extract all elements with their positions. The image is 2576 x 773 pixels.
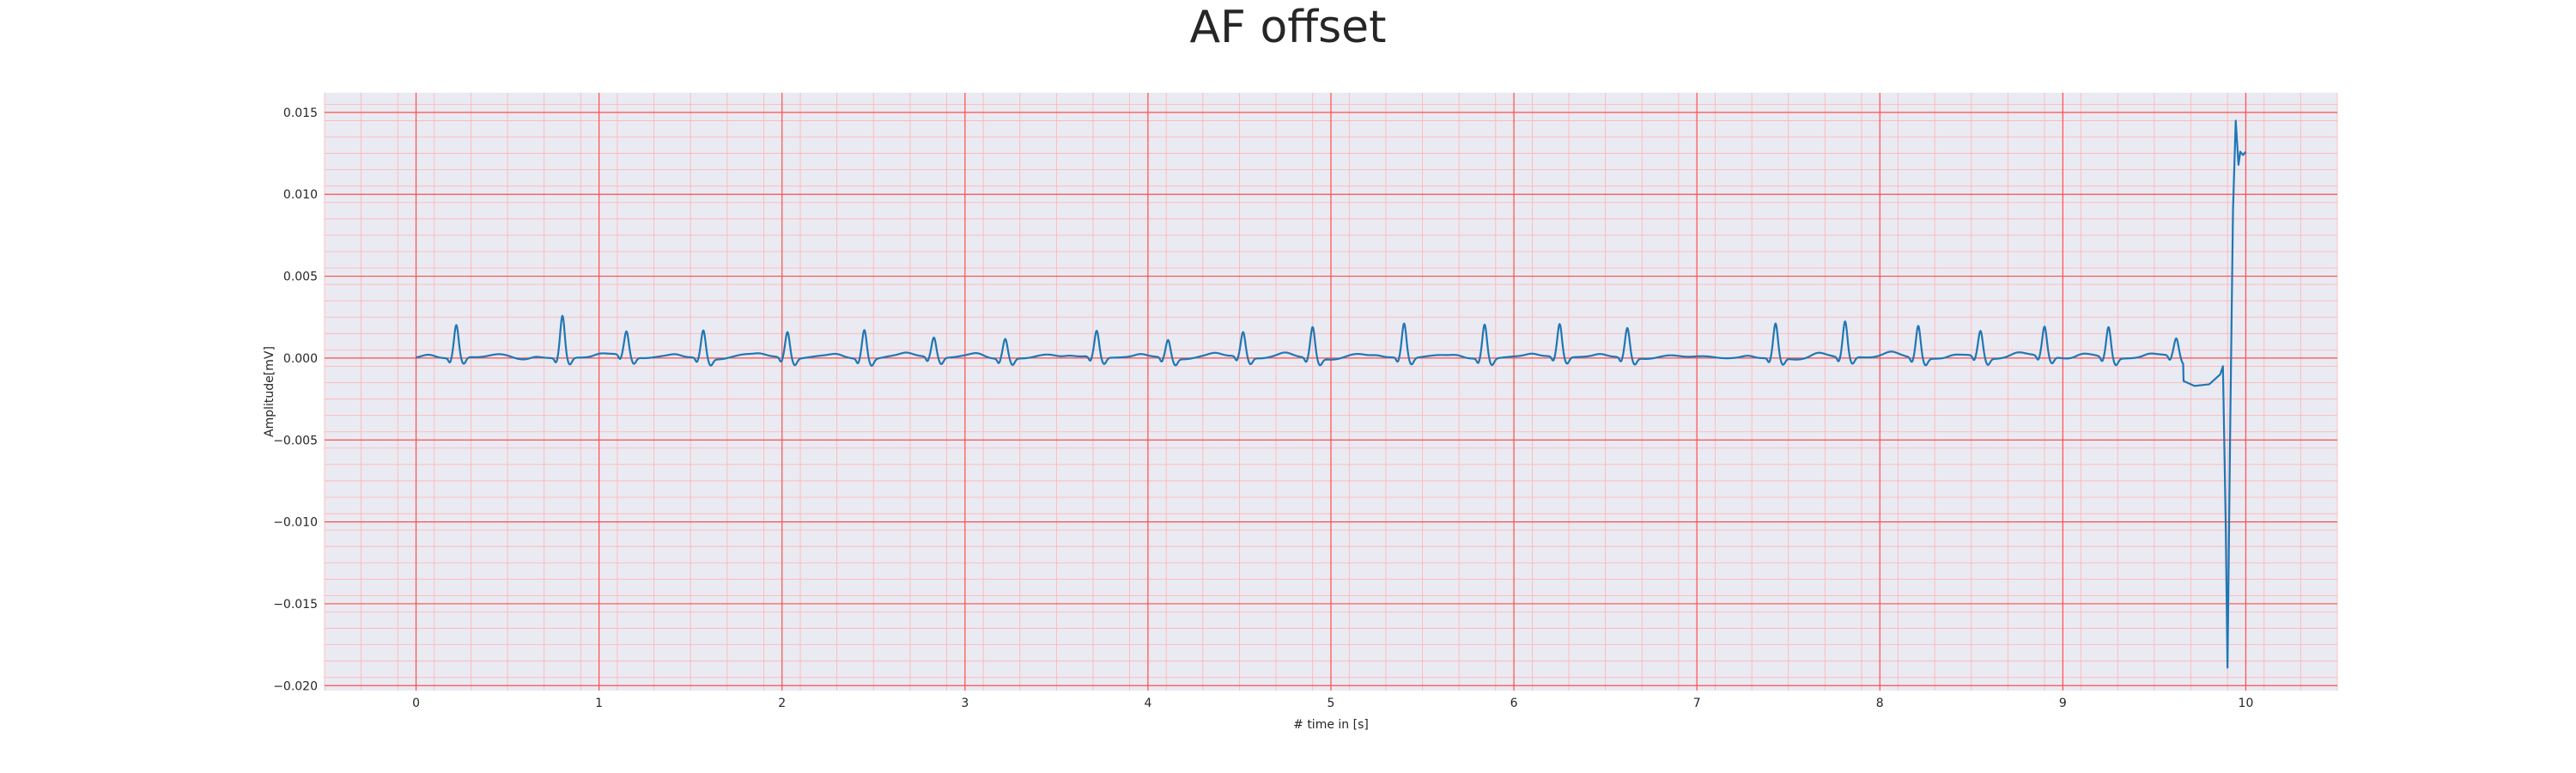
y-tick-label: 0.000 bbox=[283, 352, 318, 366]
x-axis-label: # time in [s] bbox=[1293, 718, 1369, 732]
y-tick-label: −0.020 bbox=[273, 679, 318, 693]
y-axis-ticks: −0.020 −0.015 −0.010 −0.005 0.000 0.005 0.010 0… bbox=[273, 107, 318, 693]
y-tick-label: 0.010 bbox=[283, 188, 318, 202]
x-tick-label: 5 bbox=[1327, 697, 1335, 710]
x-tick-label: 9 bbox=[2059, 697, 2067, 710]
x-tick-label: 2 bbox=[778, 697, 786, 710]
y-tick-label: −0.015 bbox=[273, 598, 318, 612]
major-grid bbox=[325, 93, 2337, 691]
x-tick-label: 1 bbox=[595, 697, 603, 710]
y-tick-label: 0.005 bbox=[283, 271, 318, 284]
x-axis-ticks: 0 1 2 3 4 5 6 7 8 9 10 bbox=[412, 697, 2253, 710]
y-tick-label: 0.015 bbox=[283, 107, 318, 120]
x-tick-label: 4 bbox=[1144, 697, 1151, 710]
x-tick-label: 6 bbox=[1510, 697, 1518, 710]
y-tick-label: −0.005 bbox=[273, 434, 318, 447]
x-tick-label: 10 bbox=[2239, 697, 2254, 710]
x-tick-label: 8 bbox=[1876, 697, 1884, 710]
y-axis-label: Amplitude[mV] bbox=[263, 346, 276, 437]
chart-title: AF offset bbox=[1189, 2, 1387, 53]
x-tick-label: 3 bbox=[961, 697, 969, 710]
x-tick-label: 7 bbox=[1693, 697, 1701, 710]
y-tick-label: −0.010 bbox=[273, 516, 318, 530]
signal-series-line bbox=[415, 119, 2247, 669]
x-tick-label: 0 bbox=[412, 697, 420, 710]
